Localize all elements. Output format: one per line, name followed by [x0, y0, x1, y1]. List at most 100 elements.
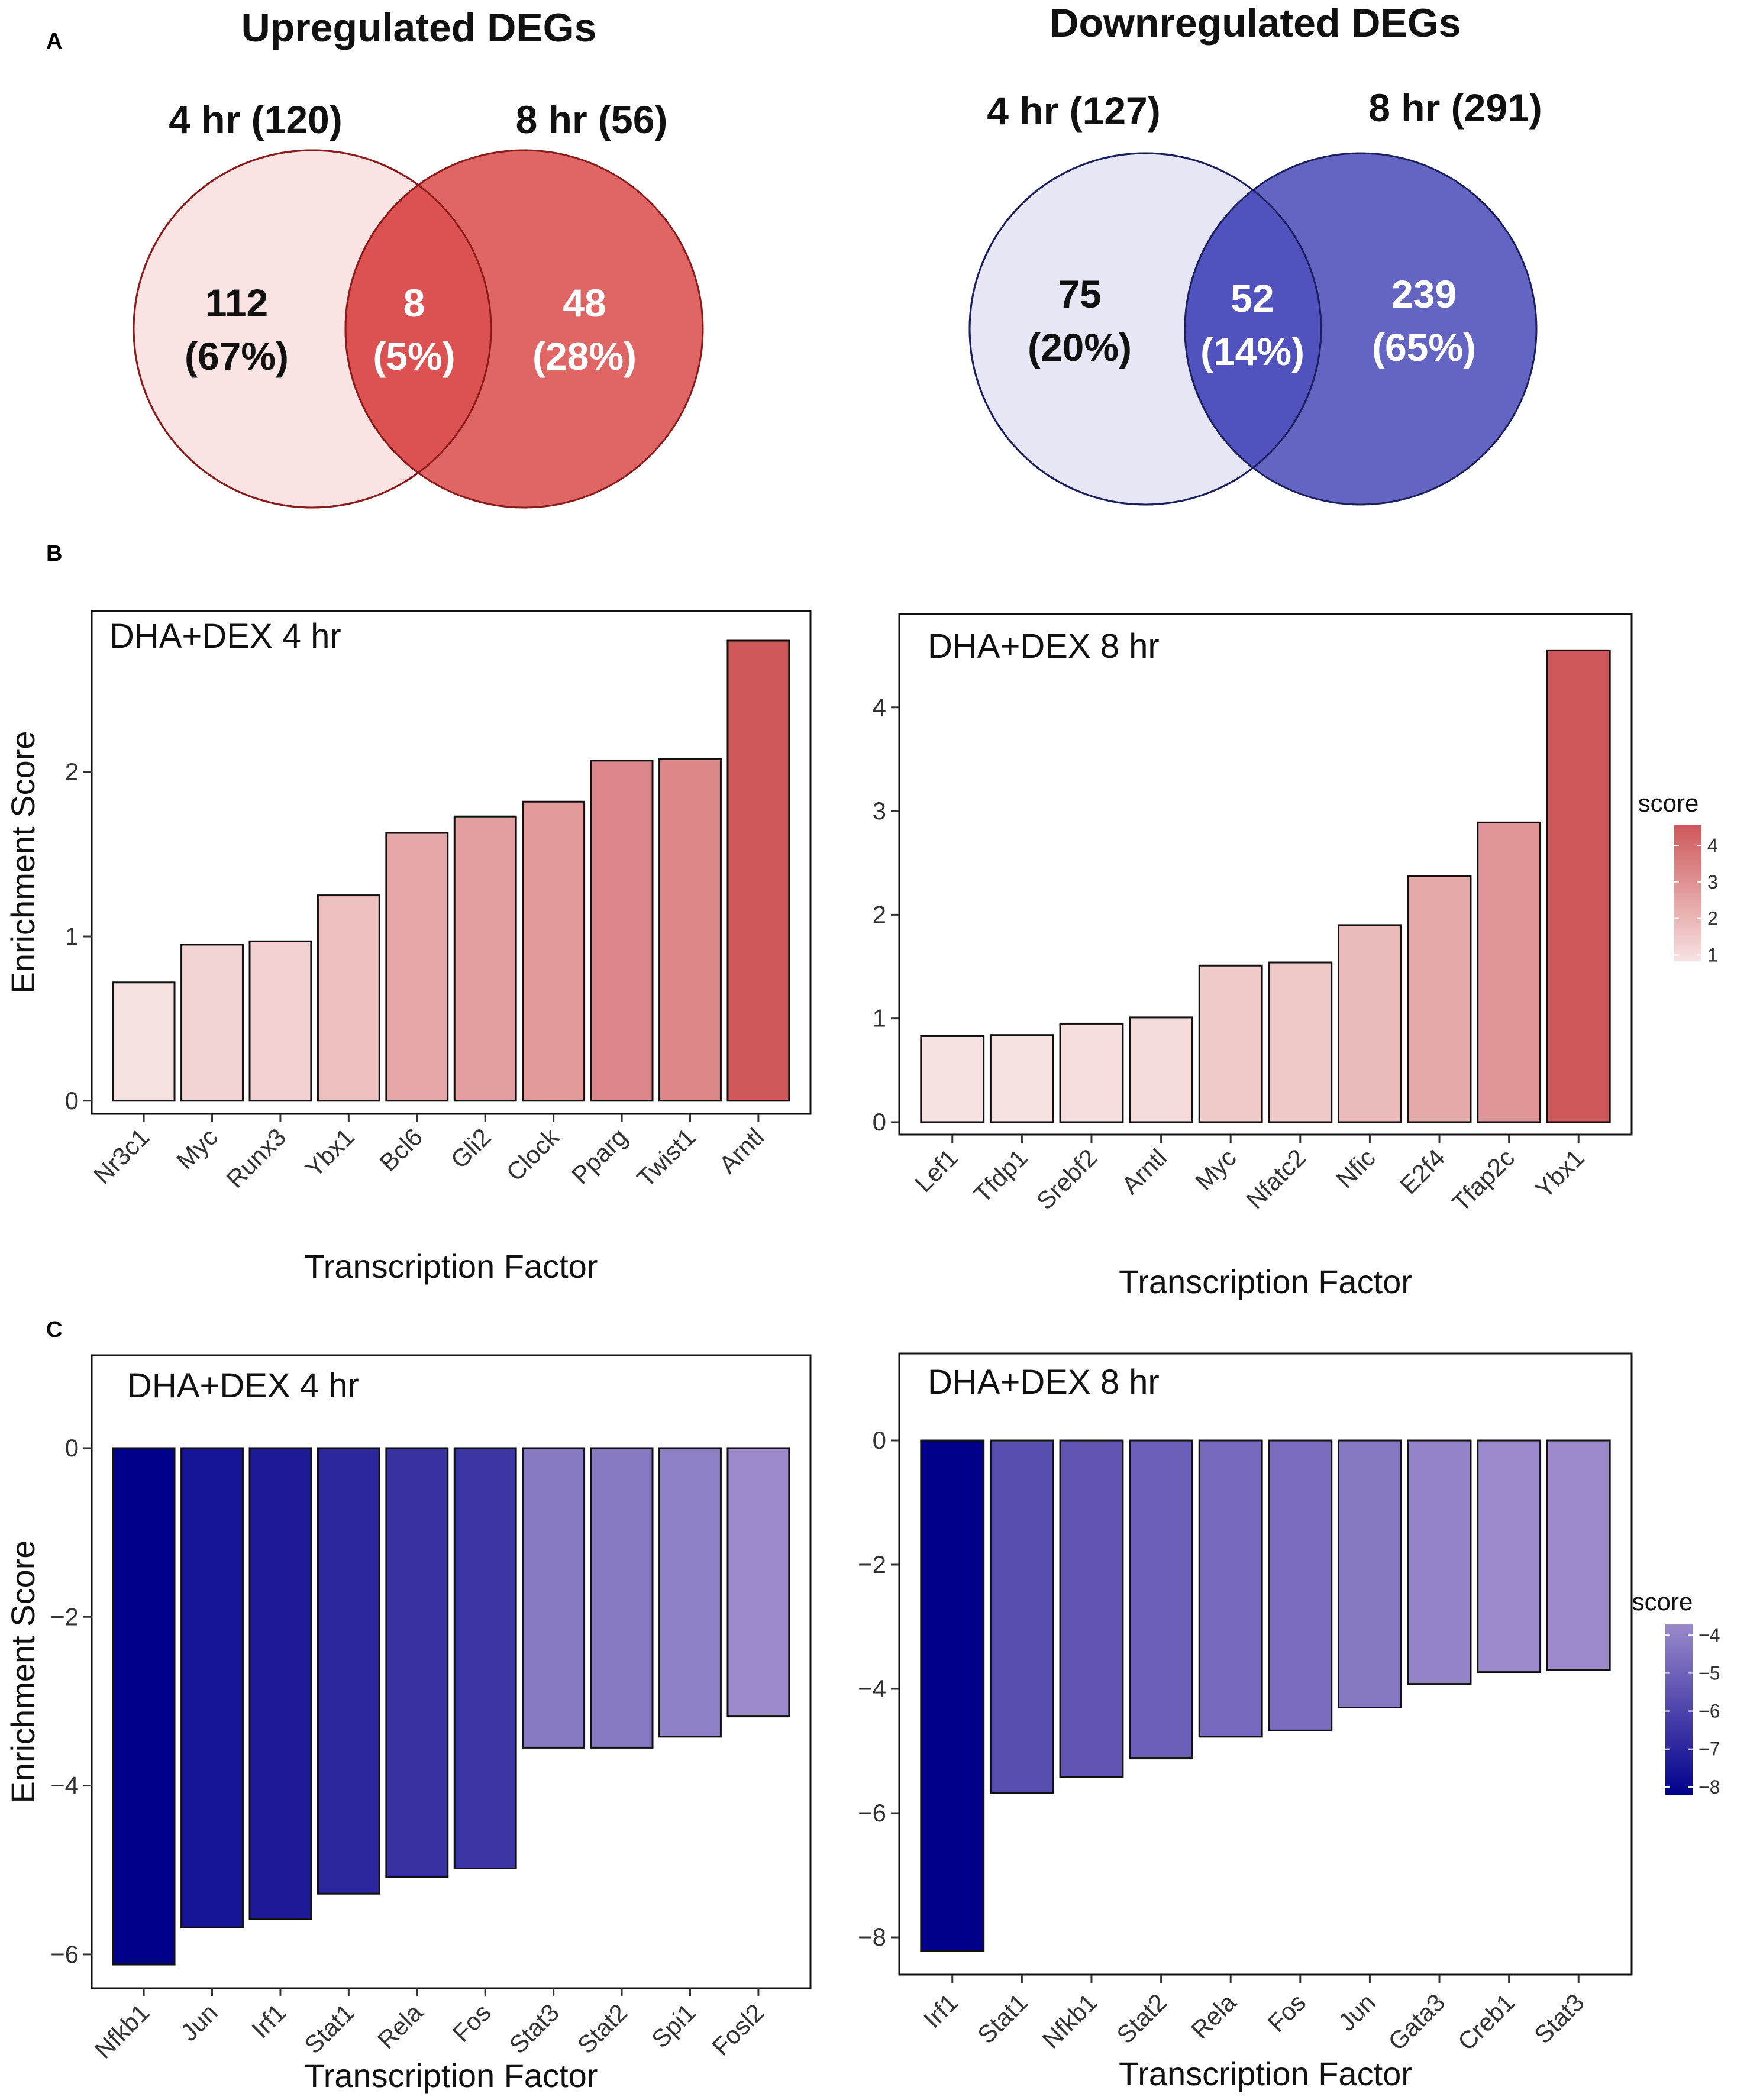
bar-nfic [1337, 924, 1402, 1123]
x-axis-title: Transcription Factor [1119, 2055, 1412, 2092]
y-tick-label: −4 [858, 1675, 886, 1702]
x-axis-title: Transcription Factor [305, 1248, 598, 1285]
bar-stat2 [1129, 1439, 1194, 1760]
x-axis-title: Transcription Factor [305, 2057, 598, 2094]
venn-up-overlap [344, 150, 491, 508]
legend-colorbar [1665, 1624, 1693, 1795]
bar-pparg [590, 760, 654, 1102]
plot-title: DHA+DEX 4 hr [127, 1366, 359, 1405]
plot-title: DHA+DEX 8 hr [928, 1363, 1160, 1401]
bar-stat2 [590, 1447, 654, 1749]
legend-title: score [1638, 789, 1699, 817]
x-tick-label: Clock [500, 1122, 564, 1186]
venn-upregulated: Upregulated DEGs 4 hr (120) 8 hr (56) 11… [133, 5, 704, 509]
x-tick-label: Nr3c1 [88, 1123, 154, 1189]
panel-letter-a: A [46, 29, 62, 54]
venn-down-overlap-pct: (14%) [1200, 329, 1304, 373]
plot-frame [91, 610, 812, 1115]
venn-down-left-count: 75 [1058, 272, 1101, 316]
x-tick-label: Nfkb1 [1037, 1988, 1103, 2054]
x-tick-label: Tfdp1 [968, 1143, 1033, 1208]
venn-down-overlap-count: 52 [1231, 276, 1274, 320]
legend-score-purple: score−4 −5 −6 −7 −8 [1632, 1588, 1720, 1798]
bar-gli2 [453, 815, 517, 1102]
legend-tick-label: −6 [1698, 1701, 1720, 1722]
bar-jun [1337, 1439, 1402, 1708]
x-tick-label: Runx3 [221, 1123, 291, 1193]
x-tick-label: Arntl [713, 1123, 769, 1178]
x-tick-label: Fos [447, 1998, 496, 2047]
bar-stat3 [522, 1447, 586, 1749]
panel-letter-c: C [46, 1317, 62, 1342]
x-tick-label: Gli2 [445, 1123, 496, 1174]
bar-irf1 [920, 1439, 985, 1952]
legend-tick-label: 2 [1707, 908, 1718, 929]
venn-up-overlap-count: 8 [403, 281, 425, 325]
legend-tick-label: 1 [1707, 944, 1718, 965]
venn-up-left-count: 112 [205, 281, 268, 325]
bar-tfap2c [1477, 821, 1542, 1123]
bar-fos [1268, 1439, 1333, 1731]
venn-up-right-count: 48 [563, 281, 606, 325]
y-tick-label: 1 [873, 1004, 886, 1032]
venn-down-left-label: 4 hr (127) [987, 89, 1160, 133]
bar-rela [385, 1447, 449, 1878]
legend-tick-label: −7 [1698, 1739, 1720, 1760]
y-axis-title: Enrichment Score [4, 731, 41, 994]
legend-tick-label: −4 [1698, 1624, 1720, 1646]
venn-up-left-outline [133, 149, 492, 509]
bar-irf1 [248, 1447, 312, 1920]
bar-nfkb1 [1059, 1439, 1124, 1778]
y-tick-label: −6 [858, 1799, 886, 1827]
legend-title: score [1632, 1588, 1693, 1616]
bar-twist1 [658, 758, 722, 1102]
x-tick-label: Myc [1190, 1143, 1242, 1196]
venn-up-left-pct: (67%) [185, 334, 289, 378]
legend-tick-label: 3 [1707, 871, 1718, 893]
x-tick-label: Stat1 [299, 1998, 360, 2059]
bar-jun [180, 1447, 244, 1928]
venn-up-right-pct: (28%) [532, 334, 637, 378]
x-tick-label: Irf1 [246, 1998, 291, 2043]
x-tick-label: Jun [1333, 1988, 1381, 2036]
bar-lef1 [920, 1035, 985, 1123]
x-tick-label: Bcl6 [374, 1123, 428, 1177]
venn-down-left-pct: (20%) [1028, 325, 1132, 369]
bar-spi1 [658, 1447, 722, 1738]
bar-arntl [726, 639, 790, 1102]
y-tick-label: 2 [873, 900, 886, 928]
y-axis-title: Enrichment Score [4, 1540, 41, 1803]
x-tick-label: Nfkb1 [89, 1998, 155, 2064]
x-tick-label: Nfatc2 [1241, 1143, 1311, 1214]
legend-tick-label: 4 [1707, 835, 1718, 856]
x-tick-label: Rela [1186, 1988, 1242, 2044]
x-tick-label: Fos [1262, 1988, 1311, 2037]
bar-runx3 [248, 940, 312, 1102]
venn-downregulated: Downregulated DEGs 4 hr (127) 8 hr (291)… [968, 1, 1542, 506]
x-tick-label: Stat1 [972, 1988, 1033, 2049]
bar-myc [1198, 964, 1263, 1123]
y-tick-label: −6 [50, 1940, 79, 1968]
y-tick-label: 2 [65, 758, 79, 786]
x-tick-label: E2f4 [1394, 1143, 1450, 1199]
x-tick-label: Twist1 [631, 1123, 700, 1192]
bar-arntl [1129, 1016, 1194, 1123]
bar-fos [453, 1447, 517, 1869]
chart-downregulated-8hr: 0 −2 −4 −6 −8 Irf1 Stat1 Nfkb1 Stat2 Rela Fos Jun Ga… [858, 1352, 1633, 2092]
y-tick-label: −8 [858, 1923, 886, 1951]
plot-title: DHA+DEX 8 hr [928, 627, 1160, 665]
bar-stat3 [1546, 1439, 1611, 1671]
x-tick-label: Jun [175, 1998, 223, 2046]
x-tick-label: Ybx1 [1530, 1143, 1590, 1203]
venn-down-right-count: 239 [1391, 272, 1457, 316]
bar-gata3 [1407, 1439, 1472, 1685]
chart-downregulated-4hr: 0 −2 −4 −6 Nfkb1 Jun Irf1 Stat1 Rela Fos Stat3 Stat… [4, 1354, 812, 2094]
venn-down-title: Downregulated DEGs [1050, 1, 1461, 46]
legend-colorbar [1674, 825, 1701, 961]
bar-e2f4 [1407, 875, 1472, 1123]
bar-rela [1198, 1439, 1263, 1738]
legend-score-red: score 4 3 2 1 [1638, 789, 1718, 965]
